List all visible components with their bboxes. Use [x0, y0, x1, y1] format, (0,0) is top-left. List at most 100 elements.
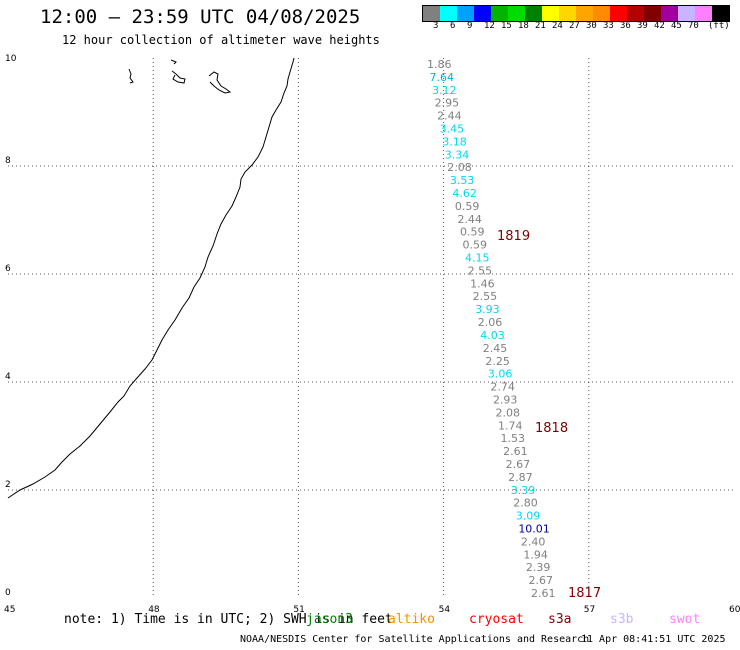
wave-height-value: 7.64	[430, 71, 455, 84]
island-shape	[171, 70, 186, 84]
wave-height-value: 1.46	[470, 277, 495, 290]
wave-height-value: 2.61	[531, 587, 556, 600]
wave-height-value: 1.53	[501, 432, 526, 445]
colorbar-label: 30	[586, 21, 597, 31]
colorbar-label: 15	[501, 21, 512, 31]
colorbar-label: 18	[518, 21, 529, 31]
wave-height-value: 2.67	[528, 574, 553, 587]
colorbar-swatch	[542, 6, 559, 21]
colorbar-label: 70	[688, 21, 699, 31]
y-tick-label: 4	[5, 372, 11, 382]
colorbar-label: 6	[450, 21, 456, 31]
wave-height-value: 4.03	[480, 329, 505, 342]
wave-height-value: 4.15	[465, 252, 490, 265]
wave-height-value: 0.59	[460, 226, 485, 239]
colorbar-label: 45	[671, 21, 682, 31]
wave-height-value: 2.95	[435, 97, 460, 110]
note-text: note: 1) Time is in UTC; 2) SWH is in fe…	[64, 612, 393, 627]
mission-cryosat: cryosat	[469, 612, 524, 627]
wave-height-value: 4.62	[452, 187, 477, 200]
colorbar-swatch	[576, 6, 593, 21]
colorbar-labels: 3 6 9 12 15 18 21 24 27 30 33 36 39 42 45 70 (ft)	[422, 21, 740, 33]
chart-title: 12:00 – 23:59 UTC 04/08/2025	[40, 6, 361, 28]
y-tick-label: 10	[5, 54, 17, 64]
colorbar-swatch	[457, 6, 474, 21]
colorbar-label: 9	[467, 21, 473, 31]
colorbar-swatch	[661, 6, 678, 21]
mission-s3a: s3a	[548, 612, 572, 627]
axis-tick-labels: 45 48 51 54 57 60 0 2 4 6 8 10	[4, 54, 740, 615]
track-number-label: 1817	[568, 586, 601, 601]
wave-height-value: 3.09	[516, 510, 541, 523]
colorbar-label: 24	[552, 21, 563, 31]
wave-height-value: 2.44	[437, 110, 462, 123]
wave-height-value: 2.08	[447, 161, 472, 174]
wave-height-value: 2.06	[478, 316, 503, 329]
y-tick-label: 8	[5, 156, 11, 166]
wave-height-value: 2.93	[493, 393, 518, 406]
wave-height-value: 10.01	[518, 522, 550, 535]
colorbar-label: 39	[637, 21, 648, 31]
x-tick-label: 57	[584, 605, 595, 615]
wave-height-value: 2.55	[468, 264, 493, 277]
colorbar-swatch	[678, 6, 695, 21]
wave-height-value: 3.53	[450, 174, 475, 187]
wave-height-value: 2.39	[526, 561, 551, 574]
colorbar-swatch	[627, 6, 644, 21]
wave-height-value: 3.45	[440, 123, 465, 136]
wave-height-colorbar	[422, 5, 730, 22]
wave-height-value: 2.25	[485, 355, 510, 368]
wave-height-value: 1.86	[427, 58, 452, 71]
x-tick-label: 60	[729, 605, 740, 615]
wave-height-value: 3.18	[442, 135, 467, 148]
x-tick-label: 48	[148, 605, 160, 615]
island-shape	[170, 59, 177, 65]
wave-height-value: 2.80	[513, 497, 538, 510]
colorbar-label: 21	[535, 21, 546, 31]
colorbar-swatch	[610, 6, 627, 21]
wave-height-value: 2.74	[490, 381, 515, 394]
colorbar-swatch	[695, 6, 712, 21]
wave-height-value: 2.45	[483, 342, 508, 355]
mission-swot: swot	[669, 612, 701, 627]
colorbar-label: 42	[654, 21, 665, 31]
mission-altiko: altiko	[388, 612, 435, 627]
x-tick-label: 45	[4, 605, 15, 615]
colorbar-swatch	[474, 6, 491, 21]
island-shape	[128, 68, 134, 84]
wave-height-value: 0.59	[463, 239, 488, 252]
wave-height-value: 2.55	[473, 290, 498, 303]
wave-height-labels: 1.867.643.122.952.443.453.183.342.083.53…	[427, 58, 556, 600]
track-labels: 1819 1818 1817	[497, 229, 601, 601]
colorbar-swatch	[440, 6, 457, 21]
colorbar-swatch	[491, 6, 508, 21]
wave-height-value: 3.93	[475, 303, 500, 316]
wave-height-value: 3.39	[511, 484, 535, 497]
colorbar-label: 3	[433, 21, 439, 31]
colorbar-swatch	[593, 6, 610, 21]
wave-height-value: 2.08	[495, 406, 520, 419]
track-number-label: 1819	[497, 229, 530, 244]
mission-jason3: jason3	[306, 612, 353, 627]
x-tick-label: 51	[293, 605, 304, 615]
wave-height-value: 2.87	[508, 471, 533, 484]
mission-s3b: s3b	[610, 612, 634, 627]
colorbar-swatch	[525, 6, 542, 21]
island-shape	[208, 71, 232, 94]
wave-height-value: 3.12	[432, 84, 457, 97]
wave-height-value: 2.61	[503, 445, 527, 458]
wave-height-value: 2.67	[506, 458, 531, 471]
wave-height-value: 0.59	[455, 200, 480, 213]
x-tick-label: 54	[439, 605, 451, 615]
wave-height-value: 1.74	[498, 419, 523, 432]
colorbar-label: (ft)	[708, 21, 730, 31]
timestamp-text: 11 Apr 08:41:51 UTC 2025	[581, 634, 726, 645]
colorbar-swatch	[712, 6, 729, 21]
chart-subtitle: 12 hour collection of altimeter wave hei…	[62, 33, 380, 47]
colorbar-swatch	[423, 6, 440, 21]
colorbar-swatch	[508, 6, 525, 21]
y-tick-label: 6	[5, 264, 11, 274]
coastline	[7, 57, 295, 499]
y-tick-label: 2	[5, 480, 11, 490]
colorbar-label: 12	[484, 21, 495, 31]
